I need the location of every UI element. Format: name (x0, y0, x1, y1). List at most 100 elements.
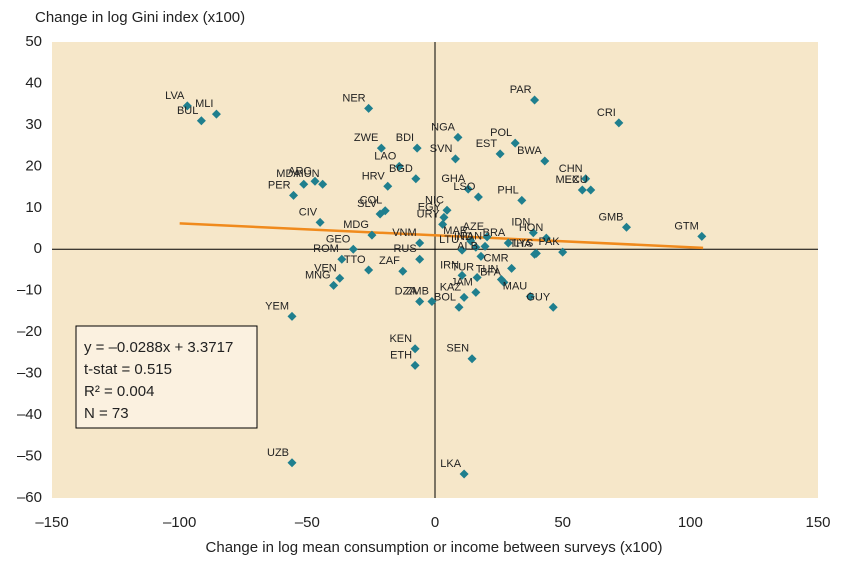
y-tick-label: –40 (17, 406, 42, 423)
point-label: ALB (457, 240, 478, 252)
point-label: MNG (305, 269, 331, 281)
point (287, 311, 297, 321)
y-tick-label: –30 (17, 365, 42, 382)
point-label: GTM (674, 220, 698, 232)
point-label: GEO (326, 233, 351, 245)
point (558, 247, 568, 257)
point-label: CMR (484, 252, 509, 264)
point (530, 249, 540, 259)
point (457, 245, 467, 255)
point (394, 161, 404, 171)
y-tick-label: 0 (34, 240, 42, 257)
x-axis-label: Change in log mean consumption or income… (206, 539, 663, 556)
point-label: BDI (396, 132, 414, 144)
point (287, 458, 297, 468)
point-label: VNM (392, 227, 416, 239)
point (525, 292, 535, 302)
y-tick-label: –60 (17, 489, 42, 506)
point (454, 302, 464, 312)
point-label: ROM (313, 243, 339, 255)
point-label: SVN (430, 143, 453, 155)
point-label: PHL (497, 184, 518, 196)
point-label: SLV (357, 198, 378, 210)
point (415, 254, 425, 264)
point (438, 219, 448, 229)
point (697, 231, 707, 241)
point-label: LKA (440, 458, 461, 470)
stats-line: R² = 0.004 (84, 383, 154, 400)
point-label: LVA (165, 90, 185, 102)
point-label: GHA (441, 173, 466, 185)
point (196, 116, 206, 126)
point-label: AZE (463, 221, 484, 233)
point (411, 174, 421, 184)
x-tick-label: –150 (35, 514, 68, 531)
stats-line: y = –0.0288x + 3.3717 (84, 339, 233, 356)
stats-line: t-stat = 0.515 (84, 361, 172, 378)
point (480, 241, 490, 251)
point-label: MAU (503, 281, 528, 293)
point (415, 238, 425, 248)
point (471, 242, 481, 252)
y-tick-label: 10 (25, 199, 42, 216)
point-label: MDA (276, 168, 301, 180)
point-label: PAN (460, 230, 482, 242)
point (528, 228, 538, 238)
point-label: PAR (510, 84, 532, 96)
point-label: IDN (511, 217, 530, 229)
point-label: VEN (314, 262, 337, 274)
point (398, 266, 408, 276)
point (517, 195, 527, 205)
point (364, 265, 374, 275)
point-label: KAZ (440, 281, 462, 293)
point (289, 190, 299, 200)
point (472, 272, 482, 282)
point-label: BOL (434, 291, 456, 303)
point (335, 273, 345, 283)
point-label: YEM (265, 300, 289, 312)
y-tick-label: –50 (17, 448, 42, 465)
point-label: MAR (443, 225, 468, 237)
x-tick-label: 50 (554, 514, 571, 531)
point (383, 181, 393, 191)
point (463, 184, 473, 194)
y-tick-label: –20 (17, 323, 42, 340)
point-label: MDG (343, 219, 369, 231)
point (453, 132, 463, 142)
x-tick-label: 0 (431, 514, 439, 531)
point-label: POL (490, 127, 512, 139)
y-tick-label: –10 (17, 282, 42, 299)
point-label: ZWE (354, 132, 378, 144)
point (466, 236, 476, 246)
y-tick-label: 20 (25, 157, 42, 174)
y-tick-label: 40 (25, 74, 42, 91)
x-tick-label: 150 (805, 514, 830, 531)
point (318, 179, 328, 189)
point-label: MEX (555, 174, 580, 186)
point-label: THA (510, 238, 533, 250)
point (548, 302, 558, 312)
point-label: CIV (299, 206, 318, 218)
point (614, 118, 624, 128)
point (586, 185, 596, 195)
point (459, 292, 469, 302)
point (459, 469, 469, 479)
point-label: BFA (480, 266, 501, 278)
point (412, 143, 422, 153)
point (364, 103, 374, 113)
point-label: JAM (451, 276, 473, 288)
point-label: GUY (526, 291, 551, 303)
point (495, 149, 505, 159)
point-label: ECU (565, 174, 588, 186)
point-label: LTU (439, 234, 459, 246)
stats-box (75, 325, 258, 429)
point-label: MLI (195, 98, 213, 110)
point (410, 360, 420, 370)
point (450, 154, 460, 164)
point-label: TUN (476, 264, 499, 276)
point (577, 185, 587, 195)
point-label: PER (268, 179, 291, 191)
x-tick-label: 100 (678, 514, 703, 531)
point-label: IRN (440, 259, 459, 271)
point-label: HON (519, 222, 544, 234)
